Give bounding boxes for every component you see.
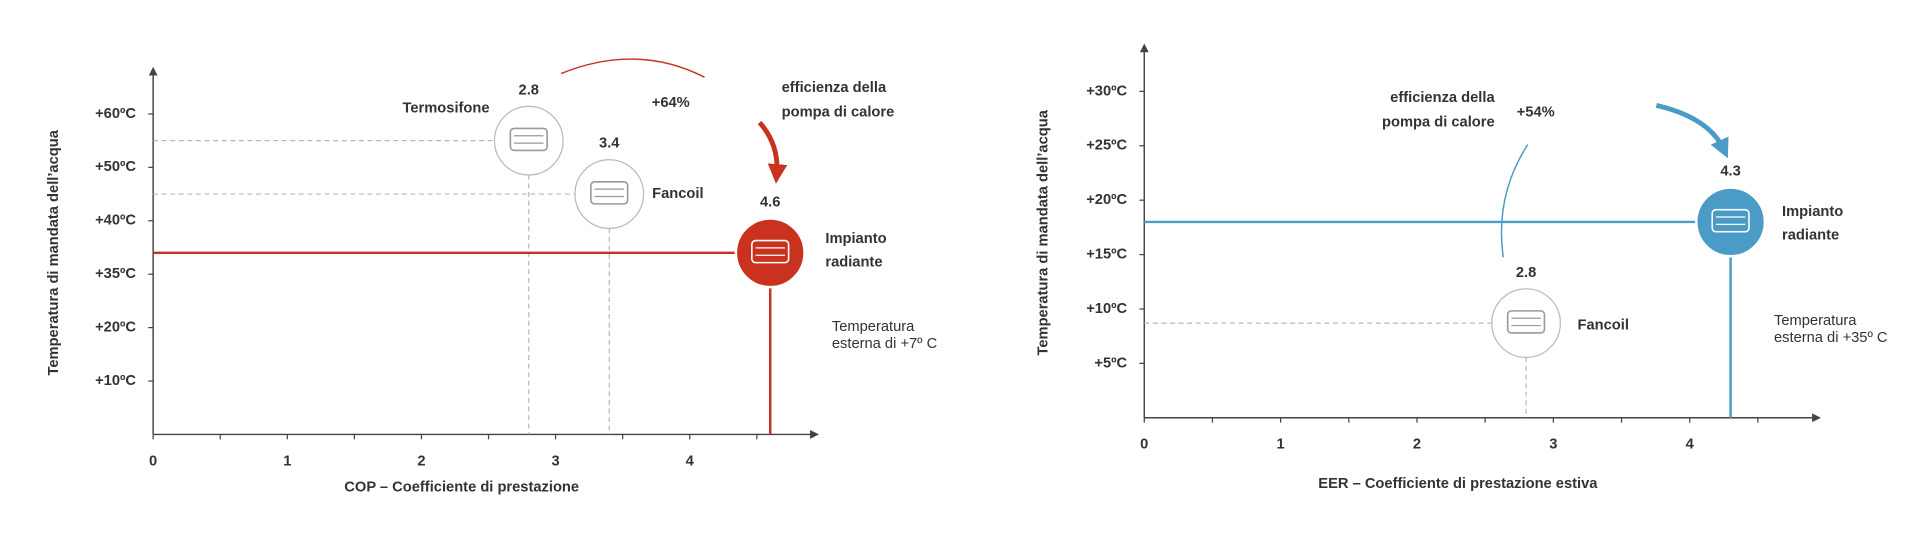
- y-tick-label: +10ºC: [1086, 301, 1127, 317]
- y-tick-label: +5ºC: [1094, 355, 1127, 371]
- x-tick-label: 2: [417, 453, 425, 469]
- y-tick-label: +20ºC: [1086, 192, 1127, 208]
- y-tick-label: +35ºC: [95, 266, 136, 282]
- icon: [1715, 216, 1746, 226]
- y-axis-label: Temperatura di mandata dell’acqua: [1036, 109, 1052, 355]
- curve-arrow: [560, 58, 705, 78]
- point: [1695, 186, 1767, 258]
- x-axis-label: EER – Coefficiente di prestazione estiva: [1318, 476, 1598, 492]
- x-tick-label: 2: [1413, 437, 1421, 453]
- icon: [509, 127, 548, 152]
- y-tick-label: +30ºC: [1086, 83, 1127, 99]
- note: Temperatura: [832, 319, 915, 335]
- point-label: Impianto: [825, 231, 886, 247]
- point-label: radiante: [825, 255, 882, 271]
- x-tick-label: 1: [283, 453, 291, 469]
- point-value-label: 4.6: [760, 194, 780, 210]
- note: esterna di +35º C: [1774, 330, 1888, 346]
- gain-text: efficienza della: [782, 80, 887, 96]
- x-tick-label: 3: [552, 453, 560, 469]
- y-tick-label: +10ºC: [95, 373, 136, 389]
- y-tick-label: +20ºC: [95, 319, 136, 335]
- x-tick-label: 0: [149, 453, 157, 469]
- x-tick-label: 3: [1549, 437, 1557, 453]
- y-tick-label: +25ºC: [1086, 138, 1127, 154]
- y-axis-label: Temperatura di mandata dell’acqua: [46, 129, 62, 375]
- y-tick-label: +15ºC: [1086, 246, 1127, 262]
- point-label: Impianto: [1782, 204, 1843, 220]
- x-tick-label: 4: [1686, 437, 1695, 453]
- point: [574, 159, 645, 229]
- point-label: Termosifone: [402, 101, 489, 117]
- point-label: radiante: [1782, 227, 1839, 243]
- y-tick-label: +50ºC: [95, 159, 136, 175]
- icon: [594, 188, 624, 198]
- gain: +54%: [1517, 105, 1555, 121]
- curve-arrow: [1655, 102, 1729, 159]
- x-tick-label: 0: [1140, 437, 1148, 453]
- icon: [1511, 317, 1541, 327]
- note: Temperatura: [1774, 313, 1857, 329]
- x-tick-label: 1: [1277, 437, 1285, 453]
- point-value-label: 4.3: [1720, 164, 1740, 180]
- gain-text: pompa di calore: [782, 105, 895, 121]
- point-value-label: 2.8: [1516, 265, 1536, 281]
- icon: [590, 181, 629, 205]
- icon: [514, 135, 544, 144]
- y-tick-label: +60ºC: [95, 106, 136, 122]
- point-label: Fancoil: [652, 186, 703, 202]
- y-tick-label: +40ºC: [95, 213, 136, 229]
- note: esterna di +7º C: [832, 336, 938, 352]
- icon: [1506, 310, 1546, 334]
- gain-text: efficienza della: [1390, 90, 1495, 106]
- point: [1491, 288, 1561, 359]
- curve-arrow: [757, 120, 788, 184]
- point-value-label: 2.8: [519, 82, 539, 98]
- gain: +64%: [652, 95, 690, 111]
- point: [734, 217, 806, 289]
- gain-text: pompa di calore: [1382, 114, 1495, 130]
- point-label: Fancoil: [1578, 317, 1629, 333]
- x-tick-label: 4: [686, 453, 695, 469]
- icon: [755, 247, 785, 256]
- curve-line: [1500, 144, 1529, 258]
- x-axis-label: COP – Coefficiente di prestazione: [344, 479, 579, 495]
- icon: [751, 239, 790, 264]
- point: [493, 105, 564, 176]
- point-value-label: 3.4: [599, 136, 620, 152]
- icon: [1711, 208, 1750, 233]
